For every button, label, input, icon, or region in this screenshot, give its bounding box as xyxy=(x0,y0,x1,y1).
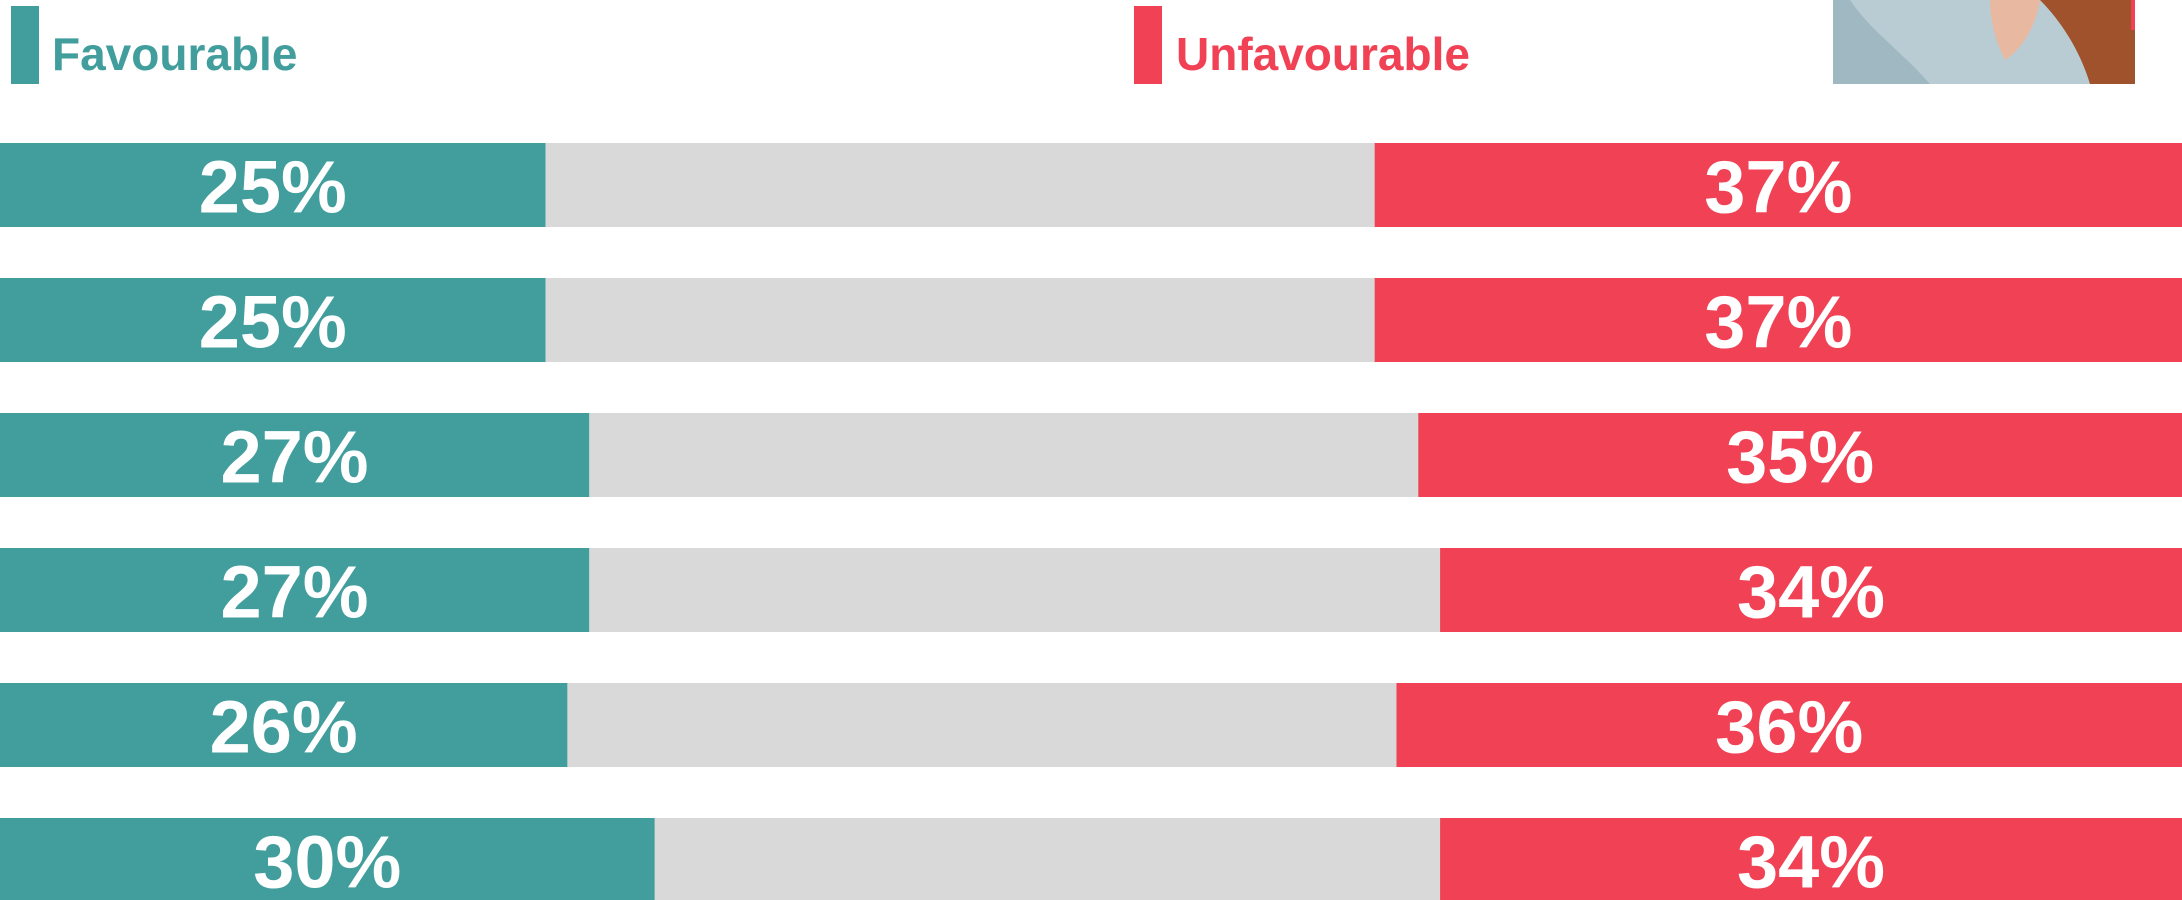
photo-hair xyxy=(1985,0,2135,84)
value-label: 25% xyxy=(199,146,347,229)
value-label: 27% xyxy=(221,551,369,634)
legend-label: Favourable xyxy=(52,28,297,80)
value-label: 30% xyxy=(253,821,401,900)
bar xyxy=(0,143,546,227)
bar xyxy=(0,413,590,497)
photo-face xyxy=(1990,0,2040,60)
bar xyxy=(1418,413,2182,497)
value-label: 27% xyxy=(221,416,369,499)
value-label: 35% xyxy=(1726,416,1874,499)
bar xyxy=(1374,278,2182,362)
bar xyxy=(0,548,590,632)
photo-jacket xyxy=(1833,0,1930,84)
photo xyxy=(1833,0,2135,84)
value-label: 34% xyxy=(1737,821,1885,900)
value-label: 37% xyxy=(1704,281,1852,364)
value-label: 36% xyxy=(1715,686,1863,769)
value-label: 34% xyxy=(1737,551,1885,634)
legend-swatch xyxy=(1134,6,1162,84)
bar xyxy=(1374,143,2182,227)
value-label: 25% xyxy=(199,281,347,364)
photo-edge xyxy=(2131,0,2135,30)
bar xyxy=(0,818,655,900)
bar xyxy=(1440,548,2182,632)
bar xyxy=(1396,683,2182,767)
legend-swatch xyxy=(11,6,39,84)
value-label: 37% xyxy=(1704,146,1852,229)
bar xyxy=(0,683,568,767)
value-label: 26% xyxy=(210,686,358,769)
legend-label: Unfavourable xyxy=(1176,28,1470,80)
bar xyxy=(1440,818,2182,900)
bar xyxy=(0,278,546,362)
